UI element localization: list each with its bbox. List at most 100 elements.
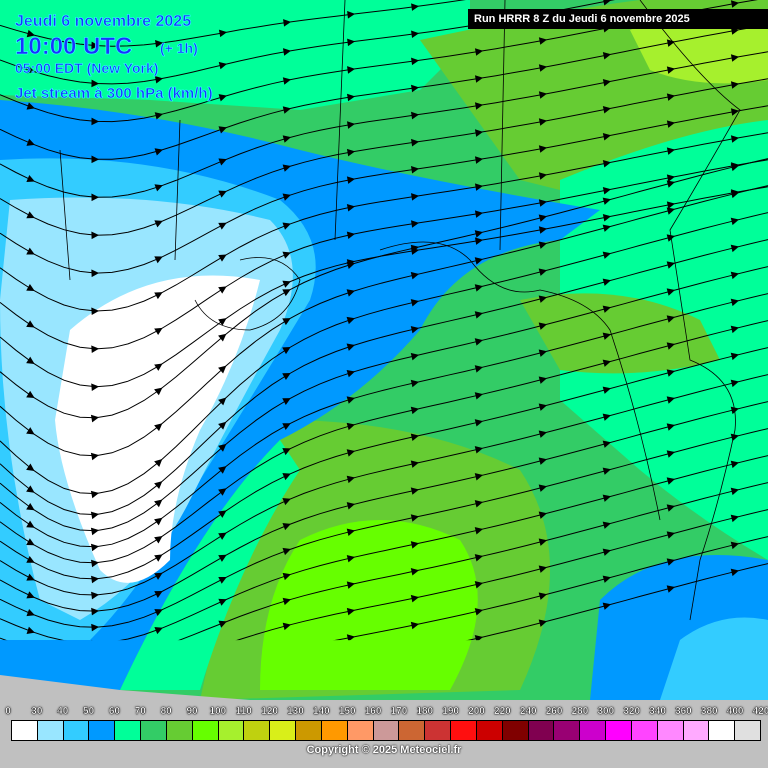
wind-arrow: [539, 322, 546, 329]
wind-arrow: [412, 193, 419, 200]
wind-arrow: [155, 111, 162, 118]
wind-arrow: [667, 395, 674, 402]
streamline: [0, 186, 768, 456]
streamline: [0, 213, 768, 494]
wind-arrow: [92, 384, 98, 390]
wind-arrow: [603, 133, 610, 140]
legend-swatch: [321, 721, 348, 740]
streamline: [0, 402, 768, 611]
wind-arrow: [155, 219, 163, 227]
wind-arrow: [92, 576, 99, 583]
wind-arrow: [219, 442, 227, 450]
wind-arrow: [347, 395, 354, 402]
wind-arrow: [283, 163, 290, 170]
wind-arrow: [540, 199, 547, 206]
wind-arrow: [92, 194, 98, 200]
wind-arrow: [475, 310, 482, 317]
wind-arrow: [475, 391, 482, 398]
legend-label: 190: [442, 706, 459, 717]
wind-arrow: [155, 571, 163, 579]
wind-arrow: [412, 112, 419, 119]
wind-arrow: [155, 147, 163, 155]
wind-arrow: [667, 206, 674, 213]
streamline: [0, 456, 768, 644]
wind-arrow: [27, 628, 35, 636]
wind-arrow: [219, 420, 227, 428]
legend-swatch: [399, 721, 426, 740]
wind-arrow: [283, 572, 291, 580]
wind-arrow: [27, 67, 34, 74]
wind-arrow: [603, 214, 610, 221]
wind-arrow: [603, 440, 610, 447]
legend-label: 320: [623, 706, 641, 717]
wind-arrow: [27, 140, 35, 148]
wind-arrow: [27, 464, 35, 472]
wind-arrow: [475, 553, 482, 560]
legend-swatch: [192, 721, 219, 740]
wind-arrow: [603, 521, 610, 528]
wind-arrow: [283, 622, 290, 629]
wind-arrow: [539, 295, 546, 302]
wind-arrow: [411, 594, 418, 601]
legend-label: 160: [364, 706, 382, 717]
wind-arrow: [347, 316, 355, 324]
wind-arrow: [603, 197, 610, 204]
wind-arrow: [283, 547, 291, 555]
wind-arrow: [283, 192, 291, 200]
wind-arrow: [283, 345, 291, 353]
wind-arrow: [539, 214, 546, 221]
wind-arrow: [155, 290, 163, 298]
wind-arrow: [155, 534, 163, 542]
wind-arrow: [219, 486, 227, 494]
wind-arrow: [155, 480, 163, 488]
streamline: [0, 0, 768, 46]
wind-arrow: [283, 279, 291, 287]
wind-arrow: [348, 149, 355, 156]
wind-arrow: [219, 93, 226, 100]
wind-arrow: [667, 260, 674, 267]
legend-swatch: [218, 721, 245, 740]
wind-arrow: [283, 250, 291, 258]
wind-arrow: [155, 326, 163, 334]
wind-arrow: [539, 511, 546, 518]
legend-swatch: [37, 721, 64, 740]
wind-arrow: [91, 490, 98, 497]
wind-arrow: [27, 358, 35, 366]
legend-label: 220: [494, 706, 511, 717]
wind-arrow: [283, 135, 290, 142]
legend-label: 70: [134, 706, 146, 717]
streamline: [0, 429, 768, 628]
wind-arrow: [347, 501, 354, 508]
legend-swatch: [425, 721, 452, 740]
wind-arrow: [603, 278, 610, 285]
wind-arrow: [347, 369, 354, 376]
wind-arrow: [412, 166, 419, 173]
wind-arrow: [540, 118, 547, 125]
legend-swatch: [709, 721, 736, 740]
wind-arrow: [27, 176, 35, 184]
streamline: [0, 79, 768, 235]
wind-arrow: [27, 392, 35, 400]
wind-arrow: [348, 176, 355, 183]
wind-arrow: [27, 212, 35, 220]
legend-label: 100: [209, 706, 227, 717]
wind-arrow: [283, 496, 291, 504]
wind-arrow: [92, 543, 99, 550]
wind-arrow: [27, 610, 35, 618]
legend-label: 400: [726, 706, 744, 717]
legend-swatch: [657, 721, 684, 740]
wind-arrow: [475, 337, 482, 344]
legend-label: 50: [83, 706, 95, 717]
wind-arrow: [667, 341, 674, 348]
wind-arrow: [155, 589, 163, 597]
streamline: [0, 106, 768, 273]
wind-arrow: [27, 575, 35, 583]
wind-arrow: [539, 403, 546, 410]
legend-label: 130: [287, 706, 304, 717]
wind-arrow: [283, 77, 290, 84]
wind-arrow: [540, 91, 547, 98]
wind-arrow: [219, 316, 227, 324]
wind-arrow: [283, 106, 290, 113]
streamline: [0, 159, 768, 418]
wind-arrow: [92, 156, 98, 162]
